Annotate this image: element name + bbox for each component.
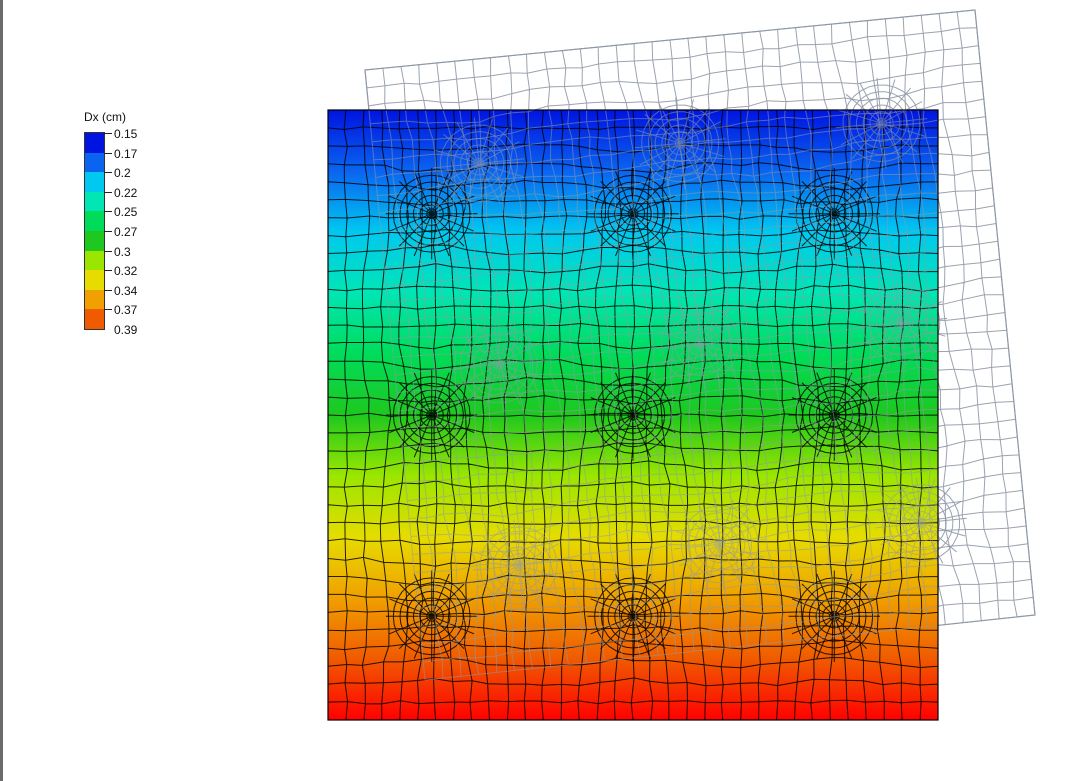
legend-swatch bbox=[85, 309, 104, 330]
deformed-mesh-lines-overlay bbox=[368, 110, 938, 681]
legend-label: 0.17 bbox=[114, 146, 138, 161]
legend-tick bbox=[104, 191, 112, 193]
legend-swatch bbox=[85, 152, 104, 173]
legend-tick bbox=[104, 270, 112, 272]
legend-tick bbox=[104, 133, 112, 134]
legend-label: 0.39 bbox=[114, 323, 138, 337]
deformed-mesh-overlay bbox=[368, 110, 938, 681]
legend-tick bbox=[104, 231, 112, 232]
undeformed-mesh-refinement bbox=[385, 168, 880, 662]
legend-tick bbox=[104, 172, 112, 174]
legend-swatch bbox=[85, 270, 104, 291]
legend-swatch bbox=[85, 172, 104, 193]
legend-label: 0.32 bbox=[114, 264, 138, 279]
color-legend: Dx (cm) 0.15 0.17 0.2 0.22 0.25 0.27 0.3 0.32 0.… bbox=[84, 110, 204, 346]
legend-tick bbox=[104, 309, 112, 311]
plate-boundary bbox=[327, 109, 939, 721]
legend-label: 0.15 bbox=[114, 127, 138, 141]
legend-color-bar bbox=[84, 132, 105, 330]
legend-tick bbox=[104, 289, 112, 291]
legend-label: 0.2 bbox=[114, 166, 131, 181]
legend-swatch bbox=[85, 191, 104, 212]
legend-swatch bbox=[85, 289, 104, 310]
deformed-mesh-refinement-overlay bbox=[433, 110, 938, 612]
legend-swatch bbox=[85, 133, 104, 154]
legend-label: 0.25 bbox=[114, 205, 138, 220]
legend-label: 0.34 bbox=[114, 283, 138, 298]
legend-tick bbox=[104, 250, 112, 252]
legend-tick bbox=[104, 211, 112, 213]
legend-tick bbox=[104, 152, 112, 154]
legend-label: 0.27 bbox=[114, 225, 138, 239]
legend-label: 0.3 bbox=[114, 244, 131, 259]
legend-title: Dx (cm) bbox=[84, 110, 126, 124]
legend-swatch bbox=[85, 231, 104, 252]
legend-label: 0.37 bbox=[114, 303, 138, 318]
window-left-border bbox=[0, 0, 3, 781]
legend-label: 0.22 bbox=[114, 185, 138, 200]
legend-swatch bbox=[85, 250, 104, 271]
legend-swatch bbox=[85, 211, 104, 232]
